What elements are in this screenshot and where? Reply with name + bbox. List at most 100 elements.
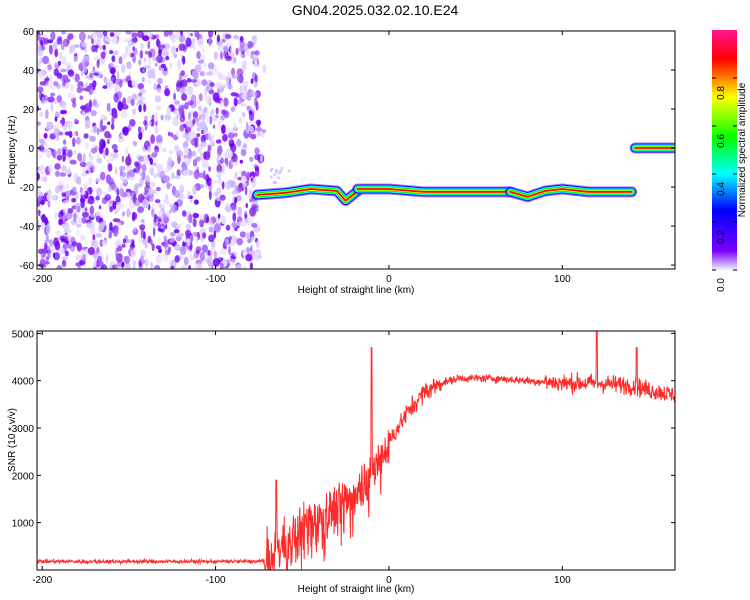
noise-speck xyxy=(153,83,157,91)
noise-speck xyxy=(211,134,216,141)
noise-speck xyxy=(255,239,260,249)
noise-speck xyxy=(99,171,106,181)
noise-speck xyxy=(92,80,97,88)
noise-speck xyxy=(121,104,129,110)
noise-speck xyxy=(69,159,77,165)
noise-speck xyxy=(233,97,238,107)
noise-speck xyxy=(143,120,148,126)
noise-speck xyxy=(221,164,225,174)
noise-speck xyxy=(244,232,251,240)
noise-speck xyxy=(111,116,115,125)
noise-speck xyxy=(137,83,144,90)
noise-speck xyxy=(242,248,247,257)
noise-speck xyxy=(175,130,179,137)
noise-speck xyxy=(142,35,150,42)
noise-speck xyxy=(163,67,168,72)
noise-speck xyxy=(97,260,104,267)
noise-speck xyxy=(174,255,180,263)
noise-speck xyxy=(154,146,160,153)
noise-speck xyxy=(66,122,73,130)
noise-speck xyxy=(57,148,62,155)
noise-speck xyxy=(223,45,229,51)
noise-speck xyxy=(208,89,215,95)
noise-speck xyxy=(63,123,67,131)
noise-speck xyxy=(86,161,94,168)
noise-speck xyxy=(246,48,250,57)
noise-speck xyxy=(179,86,186,95)
noise-speck xyxy=(179,192,186,201)
noise-speck xyxy=(151,243,155,252)
noise-speck xyxy=(192,159,198,167)
noise-speck xyxy=(96,31,104,39)
noise-speck xyxy=(154,215,158,220)
noise-speck xyxy=(37,195,42,203)
noise-speck xyxy=(85,74,89,79)
noise-speck xyxy=(141,76,145,83)
noise-speck xyxy=(44,195,47,201)
noise-speck xyxy=(225,224,231,231)
noise-speck xyxy=(156,134,163,145)
noise-speck xyxy=(73,212,77,222)
noise-speck xyxy=(132,260,137,266)
noise-speck xyxy=(192,184,197,195)
noise-speck xyxy=(229,128,236,133)
spectrogram-data xyxy=(37,31,675,269)
noise-speck xyxy=(121,155,125,163)
noise-speck xyxy=(112,50,119,55)
noise-speck xyxy=(98,45,103,51)
noise-speck xyxy=(155,186,161,192)
noise-speck xyxy=(116,31,121,36)
noise-speck xyxy=(249,110,253,116)
x-tick-label: 100 xyxy=(554,274,571,285)
noise-speck xyxy=(54,171,61,178)
noise-speck xyxy=(162,49,170,57)
noise-speck xyxy=(162,253,169,263)
noise-speck xyxy=(88,182,92,187)
noise-speck xyxy=(160,114,164,121)
noise-speck xyxy=(44,77,50,82)
noise-speck xyxy=(141,171,146,181)
noise-speck xyxy=(120,110,128,119)
noise-speck xyxy=(102,31,108,37)
noise-speck xyxy=(249,262,253,269)
noise-speck xyxy=(40,253,44,260)
noise-speck xyxy=(119,188,125,197)
noise-speck xyxy=(152,162,158,167)
noise-speck xyxy=(45,234,49,242)
noise-speck xyxy=(37,43,42,52)
noise-speck xyxy=(62,213,66,221)
noise-speck xyxy=(245,213,248,219)
noise-speck xyxy=(239,231,246,238)
noise-speck xyxy=(158,248,162,254)
noise-speck xyxy=(83,133,89,139)
noise-speck xyxy=(220,51,223,60)
noise-speck xyxy=(107,163,113,172)
noise-speck xyxy=(54,240,61,251)
spectrogram-axes: -200 -100 0 100 60 40 20 0 -20 -40 -60 xyxy=(20,27,675,285)
noise-speck xyxy=(248,190,252,200)
noise-speck xyxy=(190,132,197,139)
noise-speck xyxy=(202,232,207,239)
trace-band xyxy=(356,188,512,193)
noise-speck xyxy=(252,204,259,209)
noise-speck xyxy=(73,150,77,155)
noise-speck xyxy=(131,37,138,43)
noise-speck xyxy=(212,92,220,103)
noise-speck xyxy=(152,227,156,237)
noise-speck xyxy=(137,193,145,203)
noise-speck xyxy=(280,166,284,170)
noise-speck xyxy=(198,93,203,102)
noise-speck xyxy=(219,38,223,45)
noise-speck xyxy=(157,236,161,244)
noise-speck xyxy=(236,237,244,246)
noise-speck xyxy=(229,257,233,262)
noise-speck xyxy=(215,107,219,115)
noise-speck xyxy=(95,195,100,201)
noise-speck xyxy=(106,80,114,89)
noise-speck xyxy=(236,74,244,83)
noise-speck xyxy=(99,121,103,129)
y-tick-label: 1000 xyxy=(12,519,35,530)
noise-speck xyxy=(148,120,152,127)
noise-speck xyxy=(67,92,75,100)
noise-speck xyxy=(186,238,191,247)
